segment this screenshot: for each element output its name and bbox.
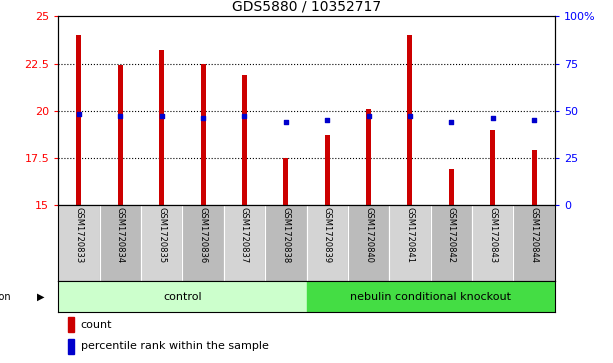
Bar (265, 205, 306, 281)
Bar (408, 35, 413, 205)
Text: ▶: ▶ (37, 292, 45, 302)
Bar (99, 205, 141, 281)
Bar (531, 150, 536, 205)
Bar (366, 109, 371, 205)
Text: GSM1720841: GSM1720841 (405, 207, 414, 262)
Bar (472, 205, 513, 281)
Point (322, 117, 332, 123)
Point (364, 114, 373, 119)
Text: GSM1720836: GSM1720836 (199, 207, 208, 263)
Title: GDS5880 / 10352717: GDS5880 / 10352717 (232, 0, 381, 14)
Text: GSM1720839: GSM1720839 (322, 207, 332, 263)
Point (405, 114, 415, 119)
Bar (118, 65, 123, 205)
Bar (449, 169, 454, 205)
Bar (224, 205, 265, 281)
Point (198, 115, 208, 121)
Text: count: count (80, 321, 112, 330)
Text: GSM1720838: GSM1720838 (281, 207, 291, 263)
Bar (159, 50, 164, 205)
Bar (77, 35, 82, 205)
Bar (242, 75, 247, 205)
Text: GSM1720843: GSM1720843 (488, 207, 497, 263)
Bar (348, 205, 389, 281)
Bar (389, 205, 430, 281)
Text: GSM1720834: GSM1720834 (116, 207, 125, 263)
Point (529, 117, 539, 123)
Bar (325, 135, 330, 205)
Bar (306, 205, 348, 281)
Bar (68, 317, 74, 332)
Text: GSM1720840: GSM1720840 (364, 207, 373, 262)
Text: GSM1720842: GSM1720842 (447, 207, 456, 262)
Bar (283, 158, 288, 205)
Text: percentile rank within the sample: percentile rank within the sample (80, 341, 268, 351)
Bar (68, 339, 74, 354)
Point (281, 119, 291, 125)
Bar (514, 205, 555, 281)
Bar (430, 205, 472, 281)
Bar (141, 205, 183, 281)
Text: GSM1720844: GSM1720844 (530, 207, 539, 262)
Bar (200, 64, 205, 205)
Point (115, 114, 125, 119)
Text: genotype/variation: genotype/variation (0, 292, 11, 302)
Point (488, 115, 498, 121)
Bar (183, 205, 224, 281)
Bar (306, 281, 555, 312)
Text: control: control (163, 292, 202, 302)
Point (74, 111, 84, 117)
Point (157, 114, 167, 119)
Text: GSM1720837: GSM1720837 (240, 207, 249, 263)
Point (240, 114, 249, 119)
Bar (58, 281, 306, 312)
Text: GSM1720835: GSM1720835 (157, 207, 166, 263)
Bar (490, 130, 495, 205)
Point (446, 119, 456, 125)
Text: GSM1720833: GSM1720833 (74, 207, 83, 263)
Text: nebulin conditional knockout: nebulin conditional knockout (350, 292, 511, 302)
Bar (58, 205, 99, 281)
